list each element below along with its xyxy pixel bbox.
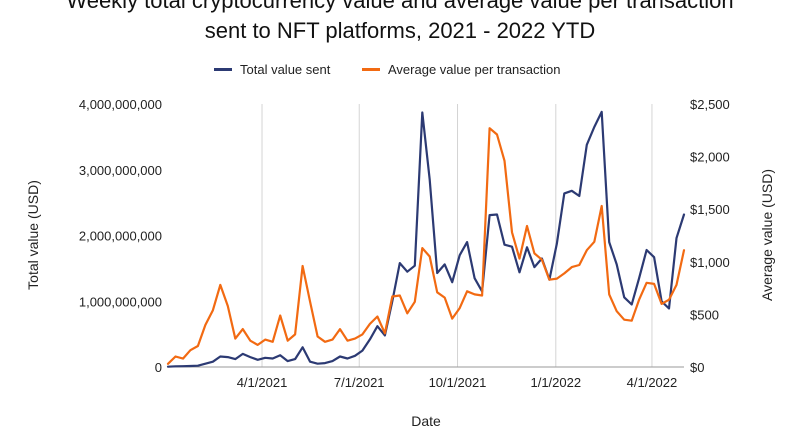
y-left-tick-label: 1,000,000,000 (79, 294, 162, 309)
series-line-total-value-sent-line (166, 110, 686, 368)
x-tick-label: 4/1/2021 (237, 375, 288, 390)
y-left-tick-label: 3,000,000,000 (79, 163, 162, 178)
series-line-average-value-per-transaction-line (166, 127, 686, 365)
x-axis-title: Date (411, 413, 441, 429)
x-tick-label: 7/1/2021 (334, 375, 385, 390)
legend-item-average-value: Average value per transaction (362, 62, 560, 77)
legend-swatch-total-value (214, 68, 232, 71)
y-left-tick-label: 4,000,000,000 (79, 97, 162, 112)
y-right-tick-label: $1,500 (690, 202, 730, 217)
chart-title-line-2: sent to NFT platforms, 2021 - 2022 YTD (204, 18, 596, 43)
y-right-tick-label: $2,000 (690, 150, 730, 165)
legend-item-total-value: Total value sent (214, 62, 330, 77)
y-right-tick-label: $2,500 (690, 97, 730, 112)
legend-swatch-average-value (362, 68, 380, 71)
chart-title-line-1: Weekly total cryptocurrency value and av… (66, 0, 734, 13)
y-left-tick-label: 2,000,000,000 (79, 229, 162, 244)
x-tick-label: 1/1/2022 (530, 375, 581, 390)
y-right-tick-label: $0 (690, 360, 704, 375)
legend: Total value sent Average value per trans… (0, 62, 800, 80)
y-right-tick-label: $500 (690, 307, 719, 322)
x-tick-label: 10/1/2021 (429, 375, 487, 390)
x-tick-label: 4/1/2022 (627, 375, 678, 390)
legend-label-total-value: Total value sent (240, 62, 331, 77)
y-left-axis-title: Total value (USD) (25, 180, 41, 290)
y-right-tick-label: $1,000 (690, 255, 730, 270)
legend-label-average-value: Average value per transaction (388, 62, 561, 77)
y-left-tick-label: 0 (155, 360, 162, 375)
y-right-axis-title: Average value (USD) (759, 169, 775, 301)
